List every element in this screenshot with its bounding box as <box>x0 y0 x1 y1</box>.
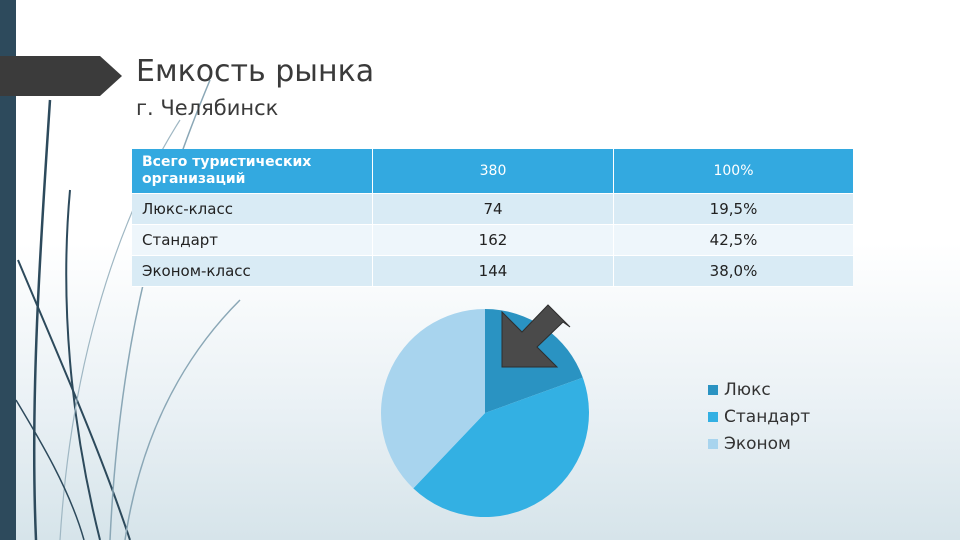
table-header-row: Всего туристических организаций 380 100% <box>132 149 853 194</box>
legend-label: Люкс <box>724 379 771 400</box>
header-category: Всего туристических организаций <box>132 149 373 194</box>
pie-slice-3 <box>381 309 485 489</box>
legend-item-economy: Эконом <box>708 430 810 457</box>
arrow-pointer-icon <box>501 304 571 368</box>
pie-slice-2 <box>413 377 589 517</box>
row-share: 19,5% <box>613 193 853 225</box>
legend-item-lux: Люкс <box>708 376 810 403</box>
row-category: Стандарт <box>132 224 373 256</box>
header-count: 380 <box>372 149 614 194</box>
legend-item-standard: Стандарт <box>708 403 810 430</box>
legend-label: Стандарт <box>724 406 811 427</box>
row-count: 144 <box>372 255 614 287</box>
legend-label: Эконом <box>724 433 791 454</box>
legend-swatch-standard <box>708 411 718 422</box>
left-accent-bar <box>0 0 16 540</box>
row-count: 162 <box>372 224 614 256</box>
row-category: Люкс-класс <box>132 193 373 225</box>
title-tab-shape <box>0 56 122 96</box>
chart-legend: Люкс Стандарт Эконом <box>708 376 810 457</box>
row-share: 38,0% <box>613 255 853 287</box>
row-category: Эконом-класс <box>132 255 373 287</box>
pie-slices <box>381 309 589 517</box>
pie-chart <box>381 304 589 517</box>
market-table: Всего туристических организаций 380 100%… <box>132 149 853 287</box>
legend-swatch-economy <box>708 438 718 449</box>
slide-title: Емкость рынка <box>136 54 375 89</box>
title-tab-arrow <box>0 56 122 96</box>
table-row: Люкс-класс 74 19,5% <box>132 193 853 225</box>
table-row: Эконом-класс 144 38,0% <box>132 255 853 287</box>
row-share: 42,5% <box>613 224 853 256</box>
row-count: 74 <box>372 193 614 225</box>
header-share: 100% <box>613 149 853 194</box>
table-row: Стандарт 162 42,5% <box>132 224 853 256</box>
legend-swatch-lux <box>708 384 718 395</box>
slide-subtitle: г. Челябинск <box>136 96 279 120</box>
